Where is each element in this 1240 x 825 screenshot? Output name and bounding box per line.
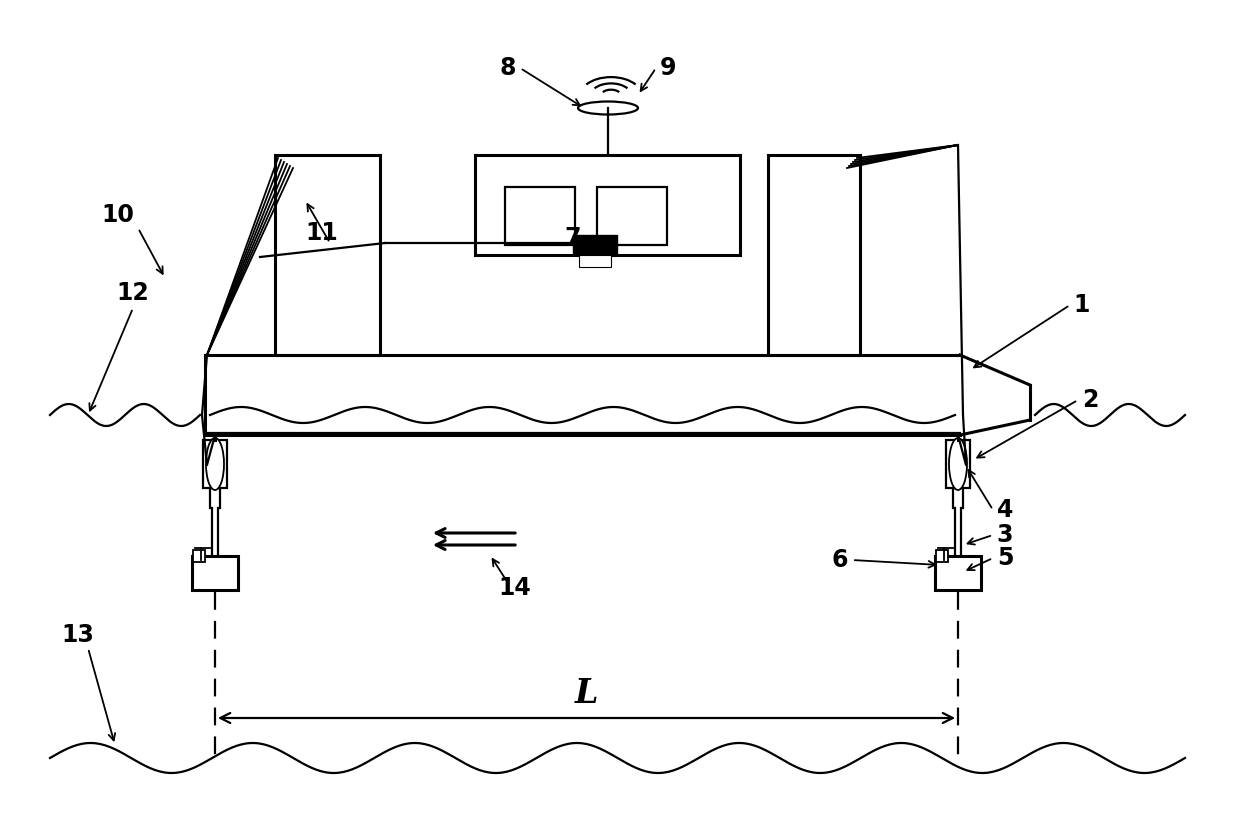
Text: 2: 2 (1081, 388, 1099, 412)
Text: 12: 12 (117, 281, 149, 305)
Ellipse shape (949, 438, 967, 490)
Bar (936, 550, 949, 562)
Bar (193, 550, 205, 562)
Text: 1: 1 (1074, 293, 1090, 317)
Text: 4: 4 (997, 498, 1013, 522)
Bar (192, 556, 238, 590)
Bar (275, 155, 379, 355)
Bar (935, 556, 981, 590)
Bar (475, 155, 740, 255)
Text: 14: 14 (498, 576, 532, 600)
Text: 7: 7 (564, 226, 582, 250)
Ellipse shape (206, 438, 224, 490)
Text: 11: 11 (305, 221, 339, 245)
Text: 3: 3 (997, 523, 1013, 547)
Bar (579, 255, 611, 267)
Text: 5: 5 (997, 546, 1013, 570)
Text: 10: 10 (102, 203, 134, 227)
Bar (768, 155, 861, 355)
Ellipse shape (578, 101, 639, 115)
Text: 13: 13 (62, 623, 94, 647)
Text: 9: 9 (660, 56, 676, 80)
Text: L: L (575, 677, 598, 710)
Bar (946, 440, 970, 488)
Bar (505, 187, 575, 245)
Bar (573, 235, 618, 253)
Text: 6: 6 (832, 548, 848, 572)
Bar (203, 440, 227, 488)
Text: 8: 8 (500, 56, 516, 80)
Bar (596, 187, 667, 245)
